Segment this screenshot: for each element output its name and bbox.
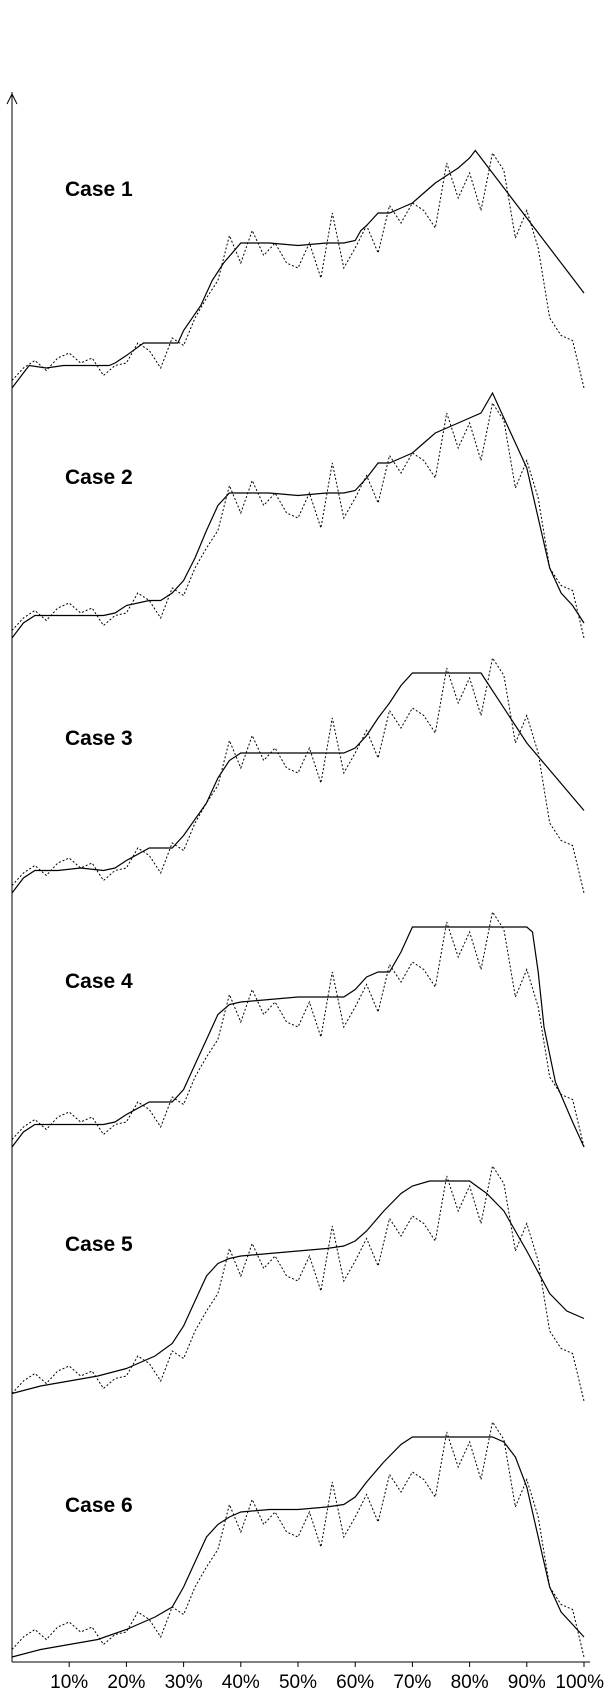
case-label: Case 2 xyxy=(65,466,133,489)
smoothed-series-line xyxy=(11,149,585,389)
smoothed-series-line xyxy=(11,1436,585,1658)
x-axis-ticks: 10% 20% 30% 40% 50% 60% 70% 80% 90% 100% xyxy=(50,1662,604,1692)
noisy-series-line xyxy=(11,151,585,389)
smoothed-series-line xyxy=(11,926,585,1148)
case-panels: Case 1 Case 2 Case 3 Case 4 Case 5 Case 6 xyxy=(11,149,585,1658)
case-label: Case 1 xyxy=(65,178,133,201)
x-tick-label: 70% xyxy=(393,1672,431,1692)
x-tick-label: 80% xyxy=(451,1672,489,1692)
noisy-series-line xyxy=(11,1420,585,1658)
x-tick-label: 60% xyxy=(336,1672,374,1692)
case-panel-1: Case 1 xyxy=(11,149,585,389)
case-label: Case 4 xyxy=(65,970,133,993)
noisy-series-line xyxy=(11,1164,585,1402)
smoothed-series-line xyxy=(11,672,585,894)
noisy-series-line xyxy=(11,401,585,639)
x-tick-label: 20% xyxy=(107,1672,145,1692)
case-panel-3: Case 3 xyxy=(11,656,585,894)
x-tick-label: 10% xyxy=(50,1672,88,1692)
smoothed-series-line xyxy=(11,391,585,639)
noisy-series-line xyxy=(11,656,585,894)
y-axis-arrow xyxy=(6,92,18,105)
x-tick-label: 100% xyxy=(555,1672,604,1692)
case-panel-2: Case 2 xyxy=(11,391,585,639)
x-tick-label: 30% xyxy=(165,1672,203,1692)
case-panel-4: Case 4 xyxy=(11,910,585,1148)
case-label: Case 6 xyxy=(65,1494,133,1517)
noisy-series-line xyxy=(11,910,585,1148)
x-tick-label: 40% xyxy=(222,1672,260,1692)
smoothed-series-line xyxy=(11,1180,585,1395)
case-panel-6: Case 6 xyxy=(11,1420,585,1658)
x-tick-label: 90% xyxy=(508,1672,546,1692)
case-label: Case 3 xyxy=(65,727,133,750)
case-label: Case 5 xyxy=(65,1233,133,1256)
x-tick-label: 50% xyxy=(279,1672,317,1692)
axes xyxy=(6,92,590,1663)
case-panel-5: Case 5 xyxy=(11,1164,585,1402)
